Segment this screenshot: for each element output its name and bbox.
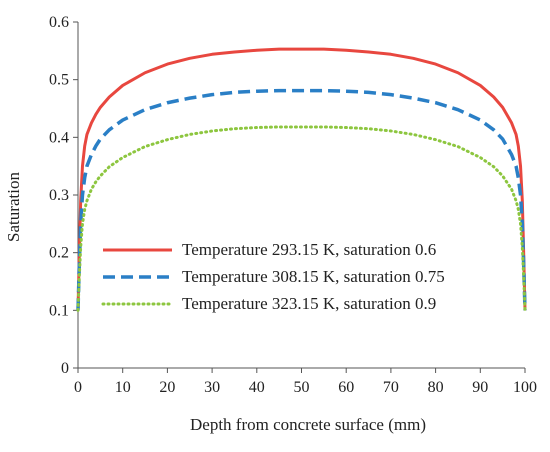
x-axis-title: Depth from concrete surface (mm) [190, 415, 426, 434]
y-tick-label: 0.1 [49, 302, 69, 319]
legend-label-2: Temperature 308.15 K, saturation 0.75 [182, 267, 445, 286]
x-tick-label: 90 [472, 379, 488, 396]
legend-label-1: Temperature 293.15 K, saturation 0.6 [182, 240, 436, 259]
x-tick-label: 60 [338, 379, 354, 396]
y-tick-label: 0.3 [49, 187, 69, 204]
y-tick-label: 0.5 [49, 72, 69, 89]
plot-area: 0 0.1 0.2 0.3 0.4 0.5 0.6 0 10 20 30 40 50 60 70 80 90 10… [49, 14, 537, 396]
y-axis-title: Saturation [4, 172, 23, 242]
series-line-3 [76, 125, 527, 312]
x-tick-label: 70 [383, 379, 399, 396]
x-tick-label: 30 [204, 379, 220, 396]
x-tick-label: 100 [513, 379, 537, 396]
x-tick-label: 20 [159, 379, 175, 396]
x-tick-label: 10 [115, 379, 131, 396]
series-line-2 [76, 88, 527, 311]
x-tick-label: 50 [294, 379, 310, 396]
axes: Saturation Depth from concrete surface (… [4, 172, 426, 434]
legend-label-3: Temperature 323.15 K, saturation 0.9 [182, 294, 436, 313]
y-tick-label: 0.2 [49, 245, 69, 262]
y-tick-label: 0.6 [49, 14, 69, 31]
legend: Temperature 293.15 K, saturation 0.6 Temp… [101, 240, 445, 313]
series-line-1 [76, 47, 527, 311]
x-tick-label: 80 [428, 379, 444, 396]
y-tick-label: 0.4 [49, 129, 69, 146]
x-tick-label: 0 [74, 379, 82, 396]
x-tick-label: 40 [249, 379, 265, 396]
y-tick-label: 0 [61, 360, 69, 377]
